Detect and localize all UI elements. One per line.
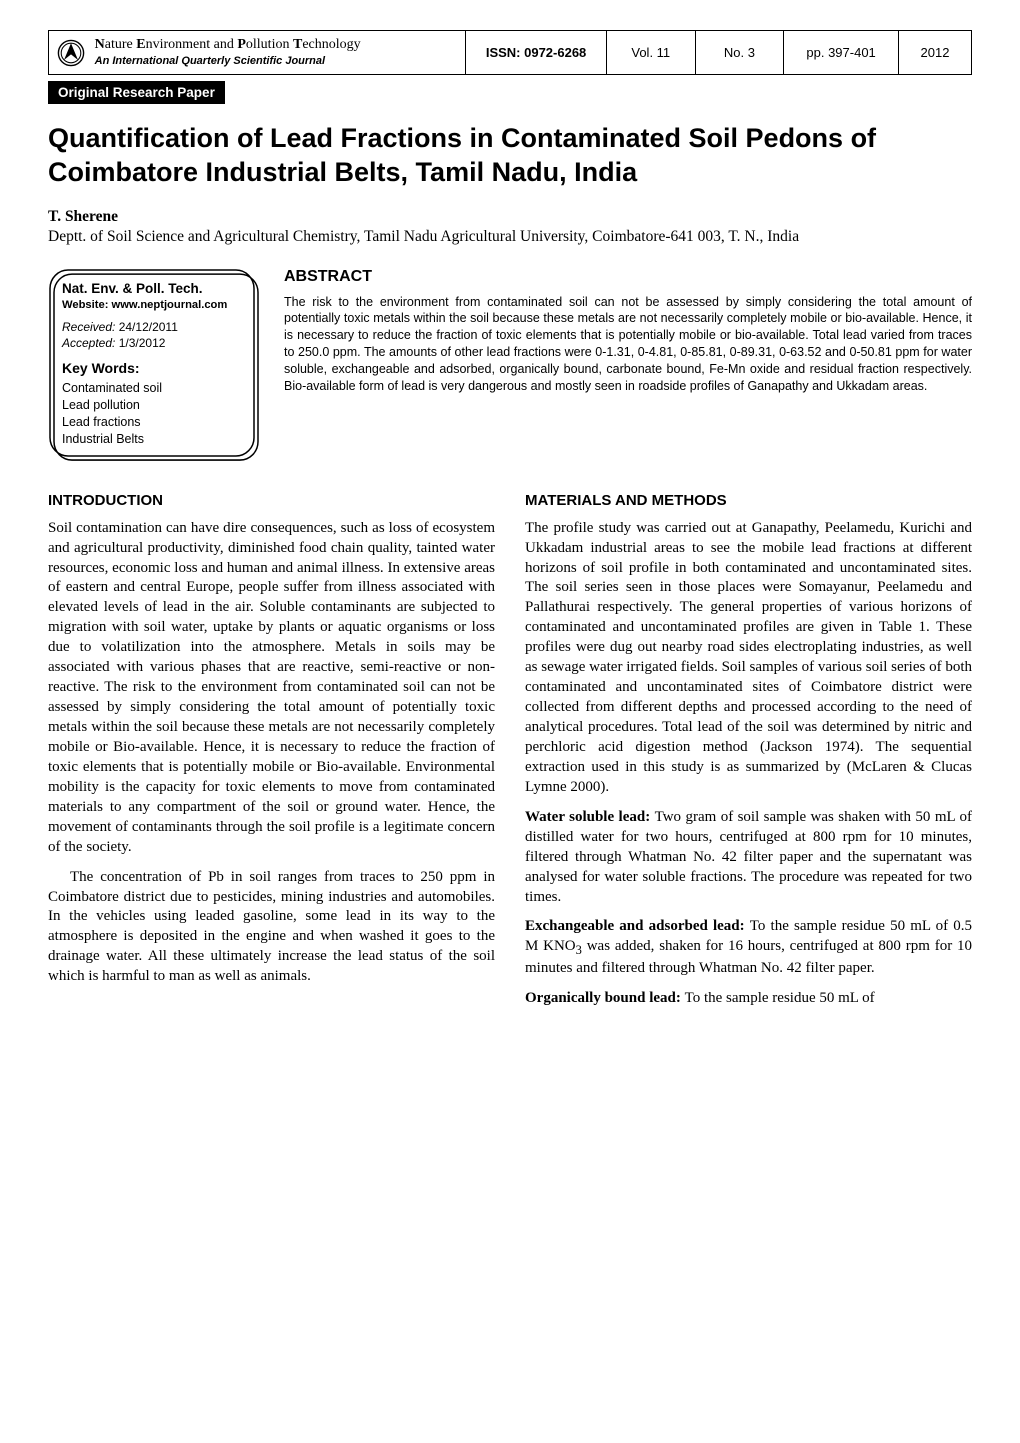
journal-subtitle: An International Quarterly Scientific Jo… — [95, 55, 325, 67]
journal-logo-icon — [57, 39, 85, 67]
meta-website: Website: www.neptjournal.com — [62, 298, 246, 313]
body-columns: INTRODUCTION Soil contamination can have… — [48, 492, 972, 1019]
intro-p1: Soil contamination can have dire consequ… — [48, 519, 495, 858]
issn-cell: ISSN: 0972-6268 — [466, 31, 607, 75]
ex-lead-label: Exchangeable and adsorbed lead: — [525, 918, 750, 934]
org-lead-label: Organically bound lead: — [525, 990, 685, 1006]
ex-lead-text-b: was added, shaken for 16 hours, centrifu… — [525, 938, 972, 976]
meta-dates: Received: 24/12/2011 Accepted: 1/3/2012 — [62, 319, 246, 351]
keyword-item: Industrial Belts — [62, 431, 246, 448]
abstract-heading: ABSTRACT — [284, 268, 972, 286]
accepted-label: Accepted: — [62, 336, 115, 350]
methods-p1: The profile study was carried out at Gan… — [525, 519, 972, 798]
intro-p2: The concentration of Pb in soil ranges f… — [48, 868, 495, 988]
year-cell: 2012 — [898, 31, 971, 75]
author-affiliation: Deptt. of Soil Science and Agricultural … — [48, 228, 972, 246]
left-column: INTRODUCTION Soil contamination can have… — [48, 492, 495, 1019]
pp-cell: pp. 397-401 — [784, 31, 899, 75]
abstract-text: The risk to the environment from contami… — [284, 294, 972, 395]
abstract-block: ABSTRACT The risk to the environment fro… — [284, 268, 972, 395]
water-soluble-lead-p: Water soluble lead: Two gram of soil sam… — [525, 808, 972, 908]
organically-bound-lead-p: Organically bound lead: To the sample re… — [525, 989, 972, 1009]
keyword-item: Lead fractions — [62, 414, 246, 431]
ws-lead-label: Water soluble lead: — [525, 809, 655, 825]
accepted-value: 1/3/2012 — [115, 336, 165, 350]
right-column: MATERIALS AND METHODS The profile study … — [525, 492, 972, 1019]
org-lead-text: To the sample residue 50 mL of — [685, 990, 875, 1006]
journal-title-text: Nature Environment and Pollution Technol… — [95, 37, 361, 68]
meta-box: Nat. Env. & Poll. Tech. Website: www.nep… — [48, 268, 260, 462]
keyword-item: Contaminated soil — [62, 380, 246, 397]
journal-title: Nature Environment and Pollution Technol… — [95, 37, 361, 52]
paper-title: Quantification of Lead Fractions in Cont… — [48, 122, 972, 190]
exchangeable-lead-p: Exchangeable and adsorbed lead: To the s… — [525, 917, 972, 979]
methods-heading: MATERIALS AND METHODS — [525, 492, 972, 509]
keyword-item: Lead pollution — [62, 397, 246, 414]
meta-journal-abbrev: Nat. Env. & Poll. Tech. — [62, 280, 246, 298]
received-label: Received: — [62, 320, 115, 334]
vol-cell: Vol. 11 — [606, 31, 695, 75]
meta-abstract-block: Nat. Env. & Poll. Tech. Website: www.nep… — [48, 268, 972, 462]
intro-heading: INTRODUCTION — [48, 492, 495, 509]
journal-title-cell: Nature Environment and Pollution Technol… — [49, 31, 466, 75]
keywords-heading: Key Words: — [62, 359, 246, 378]
journal-header-table: Nature Environment and Pollution Technol… — [48, 30, 972, 75]
no-cell: No. 3 — [695, 31, 784, 75]
author-name: T. Sherene — [48, 208, 972, 226]
received-value: 24/12/2011 — [115, 320, 178, 334]
paper-type-badge: Original Research Paper — [48, 81, 225, 104]
